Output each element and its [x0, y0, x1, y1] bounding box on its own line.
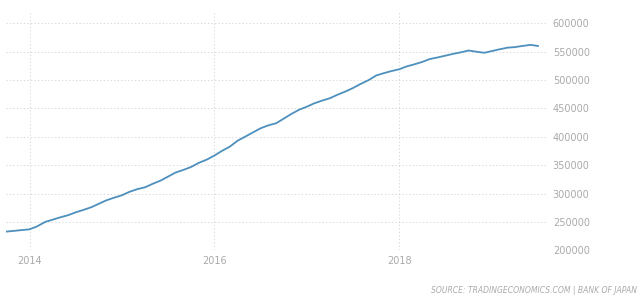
- Text: SOURCE: TRADINGECONOMICS.COM | BANK OF JAPAN: SOURCE: TRADINGECONOMICS.COM | BANK OF J…: [431, 286, 637, 295]
